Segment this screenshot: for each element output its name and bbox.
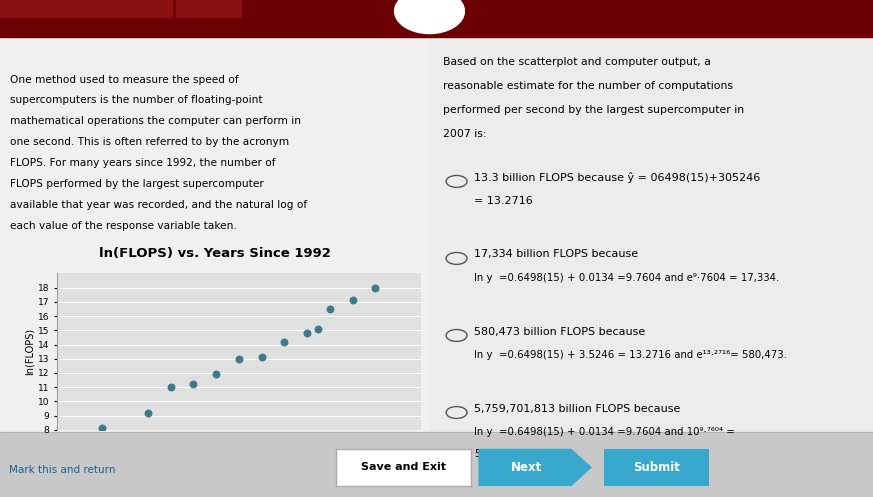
Point xyxy=(209,370,223,378)
Bar xyxy=(604,449,709,486)
Text: FLOPS performed by the largest supercomputer: FLOPS performed by the largest supercomp… xyxy=(10,179,265,189)
Text: ln y  =0.6498(15) + 0.0134 =9.7604 and 10⁹⋅⁷⁶⁰⁴ =: ln y =0.6498(15) + 0.0134 =9.7604 and 10… xyxy=(474,427,735,437)
Point xyxy=(346,296,360,304)
Text: 580,473 billion FLOPS because: 580,473 billion FLOPS because xyxy=(474,327,645,336)
Text: one second. This is often referred to by the acronym: one second. This is often referred to by… xyxy=(10,137,290,147)
Text: 17,334 billion FLOPS because: 17,334 billion FLOPS because xyxy=(474,249,638,259)
Text: each value of the response variable taken.: each value of the response variable take… xyxy=(10,221,237,231)
Text: Based on the scatterplot and computer output, a: Based on the scatterplot and computer ou… xyxy=(443,57,711,67)
Polygon shape xyxy=(478,449,592,486)
Ellipse shape xyxy=(395,0,464,34)
Text: supercomputers is the number of floating-point: supercomputers is the number of floating… xyxy=(10,95,263,105)
Point xyxy=(186,380,200,388)
Bar xyxy=(0,0,172,17)
Point xyxy=(368,284,382,292)
Text: Next: Next xyxy=(511,461,541,474)
Bar xyxy=(176,0,241,17)
Bar xyxy=(336,449,471,486)
Text: reasonable estimate for the number of computations: reasonable estimate for the number of co… xyxy=(443,81,732,91)
Text: 13.3 billion FLOPS because ŷ = 06498(15)+305246: 13.3 billion FLOPS because ŷ = 06498(15)… xyxy=(474,172,760,183)
Text: One method used to measure the speed of: One method used to measure the speed of xyxy=(10,75,239,84)
Text: available that year was recorded, and the natural log of: available that year was recorded, and th… xyxy=(10,200,307,210)
Text: mathematical operations the computer can perform in: mathematical operations the computer can… xyxy=(10,116,301,126)
Bar xyxy=(430,37,873,497)
Point xyxy=(323,305,337,313)
Text: 2007 is:: 2007 is: xyxy=(443,129,486,139)
Text: Submit: Submit xyxy=(633,461,680,474)
Text: = 13.2716: = 13.2716 xyxy=(474,196,533,206)
Text: Mark this and return: Mark this and return xyxy=(9,465,115,475)
Text: ln(FLOPS) vs. Years Since 1992: ln(FLOPS) vs. Years Since 1992 xyxy=(99,247,331,259)
Text: FLOPS. For many years since 1992, the number of: FLOPS. For many years since 1992, the nu… xyxy=(10,158,276,168)
Text: ln y  =0.6498(15) + 3.5246 = 13.2716 and e¹³⋅²⁷¹⁶= 580,473.: ln y =0.6498(15) + 3.5246 = 13.2716 and … xyxy=(474,350,787,360)
Text: 5,759,701,813.: 5,759,701,813. xyxy=(474,449,551,459)
Text: performed per second by the largest supercomputer in: performed per second by the largest supe… xyxy=(443,105,744,115)
Point xyxy=(278,337,292,345)
Point xyxy=(255,353,269,361)
Point xyxy=(163,383,177,391)
Bar xyxy=(0,432,873,497)
Point xyxy=(95,424,109,432)
Point xyxy=(312,325,326,333)
Y-axis label: ln(FLOPS): ln(FLOPS) xyxy=(24,328,35,375)
Point xyxy=(141,409,155,417)
Text: Save and Exit: Save and Exit xyxy=(361,462,446,473)
Point xyxy=(232,355,246,363)
Text: 5,759,701,813 billion FLOPS because: 5,759,701,813 billion FLOPS because xyxy=(474,404,680,414)
Point xyxy=(300,329,314,337)
Text: ln y  =0.6498(15) + 0.0134 =9.7604 and e⁹⋅7604 = 17,334.: ln y =0.6498(15) + 0.0134 =9.7604 and e⁹… xyxy=(474,273,780,283)
Bar xyxy=(0,37,430,497)
Bar xyxy=(0,0,873,37)
